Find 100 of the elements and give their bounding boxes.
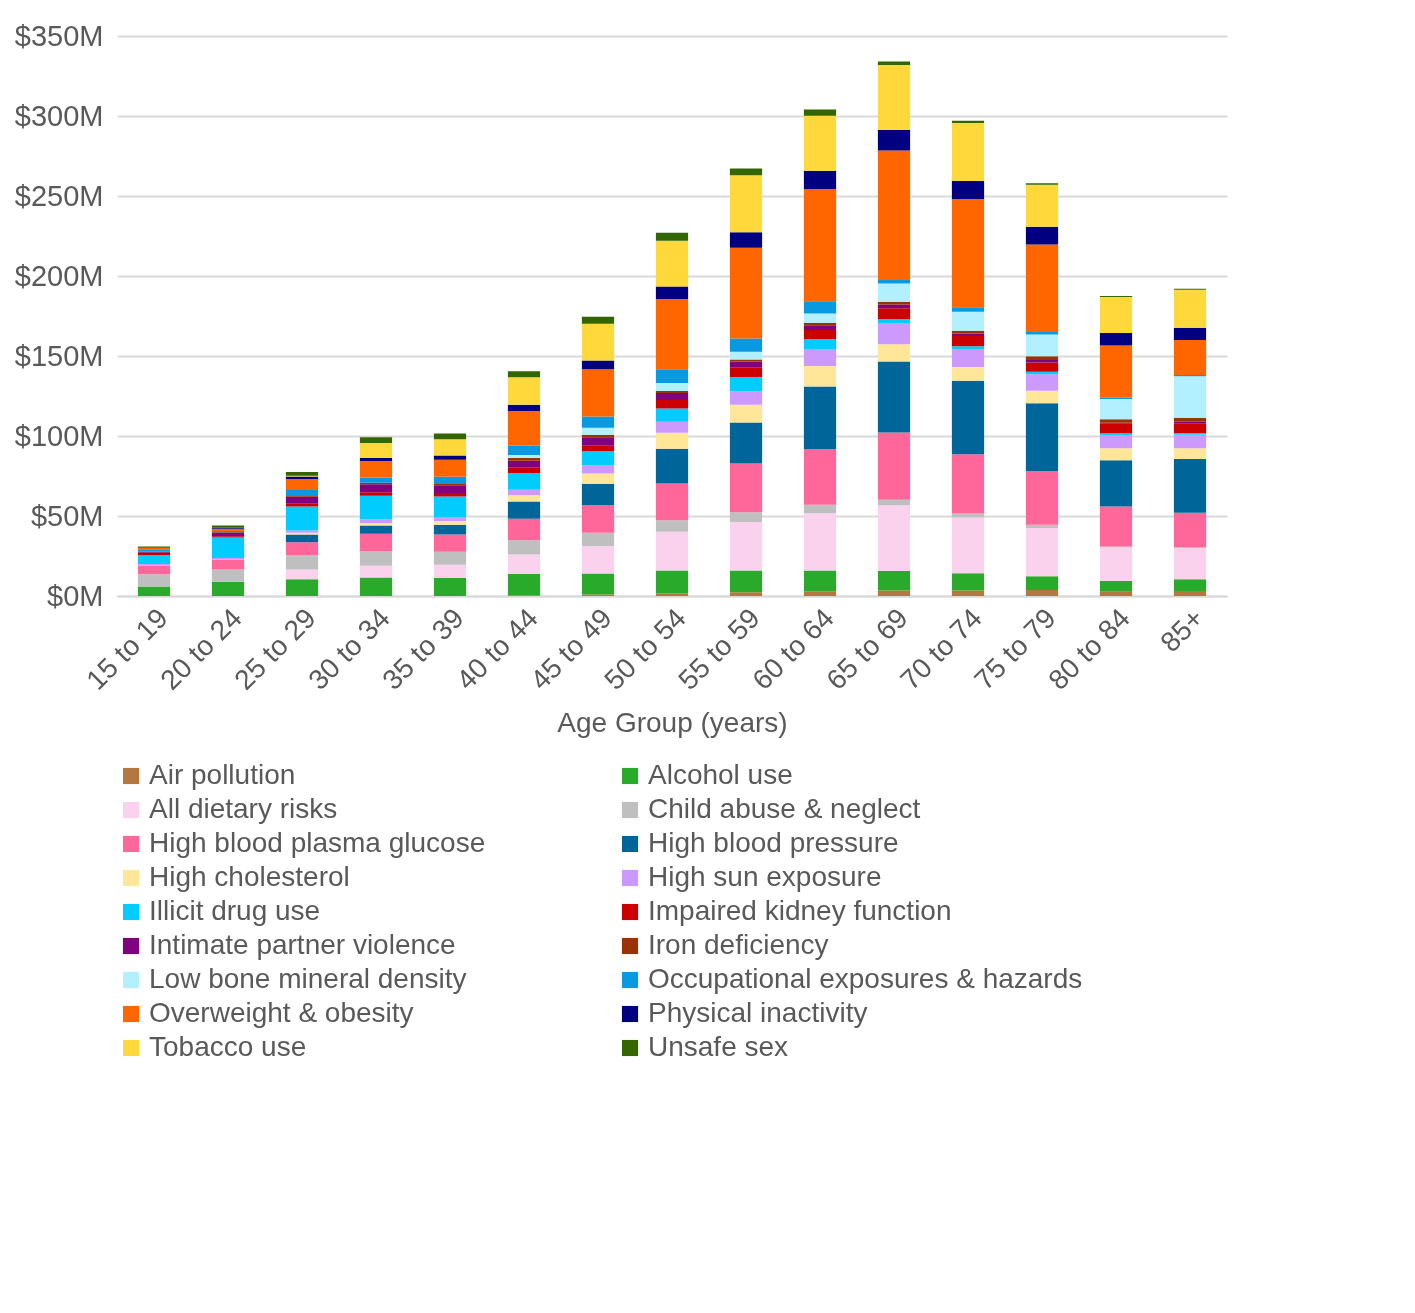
bar xyxy=(1099,423,1133,434)
bar xyxy=(137,574,171,587)
y-tick-label: $100M xyxy=(14,419,104,452)
legend-label: All dietary risks xyxy=(149,793,338,824)
bar xyxy=(1173,327,1207,340)
bar xyxy=(1099,345,1133,398)
bar xyxy=(359,525,393,534)
bar xyxy=(211,559,245,570)
bar xyxy=(285,555,319,570)
bar xyxy=(581,473,615,484)
bar xyxy=(359,495,393,520)
legend-label: Air pollution xyxy=(149,759,296,790)
legend-label: High cholesterol xyxy=(149,861,350,892)
bar xyxy=(507,495,541,502)
legend-label: Unsafe sex xyxy=(648,1031,789,1062)
bar xyxy=(581,545,615,574)
bar xyxy=(1025,528,1059,577)
bar xyxy=(433,485,467,494)
bar xyxy=(729,463,763,513)
bar xyxy=(359,442,393,459)
bar xyxy=(655,531,689,571)
bar xyxy=(655,240,689,287)
bar xyxy=(581,427,615,435)
bar xyxy=(359,533,393,551)
bar xyxy=(877,318,911,324)
bar xyxy=(507,573,541,596)
bar xyxy=(1025,374,1059,391)
bar xyxy=(803,115,837,171)
bar xyxy=(1173,423,1207,433)
bar xyxy=(581,437,615,446)
bar xyxy=(729,359,763,362)
bar xyxy=(507,467,541,473)
bar xyxy=(877,64,911,130)
bar xyxy=(285,579,319,596)
bar xyxy=(581,505,615,533)
y-tick-label: $50M xyxy=(30,499,104,532)
bar xyxy=(507,410,541,446)
bar xyxy=(1173,548,1207,580)
bar xyxy=(655,421,689,433)
bar xyxy=(359,492,393,496)
bar xyxy=(877,323,911,345)
bar xyxy=(359,460,393,478)
bar xyxy=(877,308,911,319)
bar xyxy=(285,542,319,556)
bar xyxy=(1025,576,1059,591)
bar xyxy=(359,477,393,483)
bar xyxy=(655,299,689,370)
legend-label: Physical inactivity xyxy=(648,997,868,1028)
bar xyxy=(581,532,615,546)
bar xyxy=(1099,399,1133,420)
legend-label: Intimate partner violence xyxy=(149,929,456,960)
bar xyxy=(211,569,245,582)
bar xyxy=(285,478,319,491)
bar xyxy=(1099,581,1133,592)
bar xyxy=(655,369,689,383)
bar xyxy=(581,323,615,361)
legend-label: Occupational exposures & hazards xyxy=(648,963,1083,994)
bar xyxy=(433,551,467,565)
y-tick-label: $200M xyxy=(14,259,104,292)
y-tick-label: $250M xyxy=(14,179,104,212)
bar xyxy=(433,433,467,440)
x-tick-label: 85+ xyxy=(1154,602,1210,658)
bar xyxy=(951,454,985,514)
bar xyxy=(1025,244,1059,332)
bar xyxy=(211,537,245,559)
bar xyxy=(137,565,171,575)
y-tick-label: $0M xyxy=(47,579,104,612)
bar xyxy=(803,449,837,505)
legend-label: Overweight & obesity xyxy=(149,997,414,1028)
bar xyxy=(1173,289,1207,328)
bar xyxy=(1099,460,1133,507)
bar xyxy=(655,400,689,409)
bar xyxy=(803,349,837,366)
bar xyxy=(507,472,541,490)
bar xyxy=(359,458,393,461)
bar xyxy=(877,129,911,151)
bar xyxy=(877,150,911,280)
bar xyxy=(951,380,985,455)
bar xyxy=(1025,403,1059,472)
bar xyxy=(1173,448,1207,460)
bar xyxy=(729,367,763,378)
legend-label: Iron deficiency xyxy=(648,929,829,960)
bar xyxy=(729,361,763,368)
bar xyxy=(285,496,319,504)
bar xyxy=(507,404,541,411)
legend-label: Impaired kidney function xyxy=(648,895,952,926)
bar xyxy=(729,232,763,248)
bar xyxy=(655,408,689,422)
bar xyxy=(877,570,911,591)
x-axis-title: Age Group (years) xyxy=(557,706,788,738)
bar xyxy=(359,519,393,524)
bar xyxy=(1099,332,1133,346)
bar xyxy=(803,325,837,331)
bar xyxy=(877,505,911,571)
bar xyxy=(655,232,689,241)
bar xyxy=(581,451,615,466)
bar xyxy=(581,360,615,370)
bar xyxy=(433,524,467,535)
bar xyxy=(951,180,985,199)
bar xyxy=(655,520,689,532)
